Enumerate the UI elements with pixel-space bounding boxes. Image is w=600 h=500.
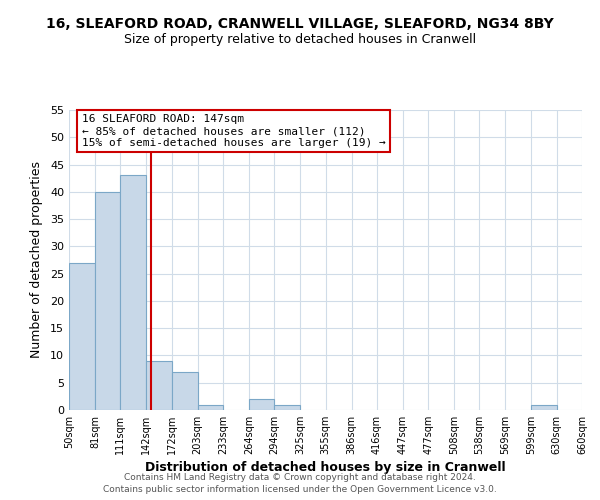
Bar xyxy=(95,192,120,410)
Bar xyxy=(274,404,300,410)
Text: Contains HM Land Registry data © Crown copyright and database right 2024.: Contains HM Land Registry data © Crown c… xyxy=(124,472,476,482)
Bar xyxy=(172,372,197,410)
Text: Size of property relative to detached houses in Cranwell: Size of property relative to detached ho… xyxy=(124,32,476,46)
Bar xyxy=(530,404,557,410)
Text: Contains public sector information licensed under the Open Government Licence v3: Contains public sector information licen… xyxy=(103,485,497,494)
Bar xyxy=(69,262,95,410)
Bar xyxy=(197,404,223,410)
Bar xyxy=(146,361,172,410)
X-axis label: Distribution of detached houses by size in Cranwell: Distribution of detached houses by size … xyxy=(145,461,506,474)
Y-axis label: Number of detached properties: Number of detached properties xyxy=(30,162,43,358)
Bar xyxy=(121,176,146,410)
Bar xyxy=(249,399,274,410)
Text: 16 SLEAFORD ROAD: 147sqm
← 85% of detached houses are smaller (112)
15% of semi-: 16 SLEAFORD ROAD: 147sqm ← 85% of detach… xyxy=(82,114,386,148)
Text: 16, SLEAFORD ROAD, CRANWELL VILLAGE, SLEAFORD, NG34 8BY: 16, SLEAFORD ROAD, CRANWELL VILLAGE, SLE… xyxy=(46,18,554,32)
